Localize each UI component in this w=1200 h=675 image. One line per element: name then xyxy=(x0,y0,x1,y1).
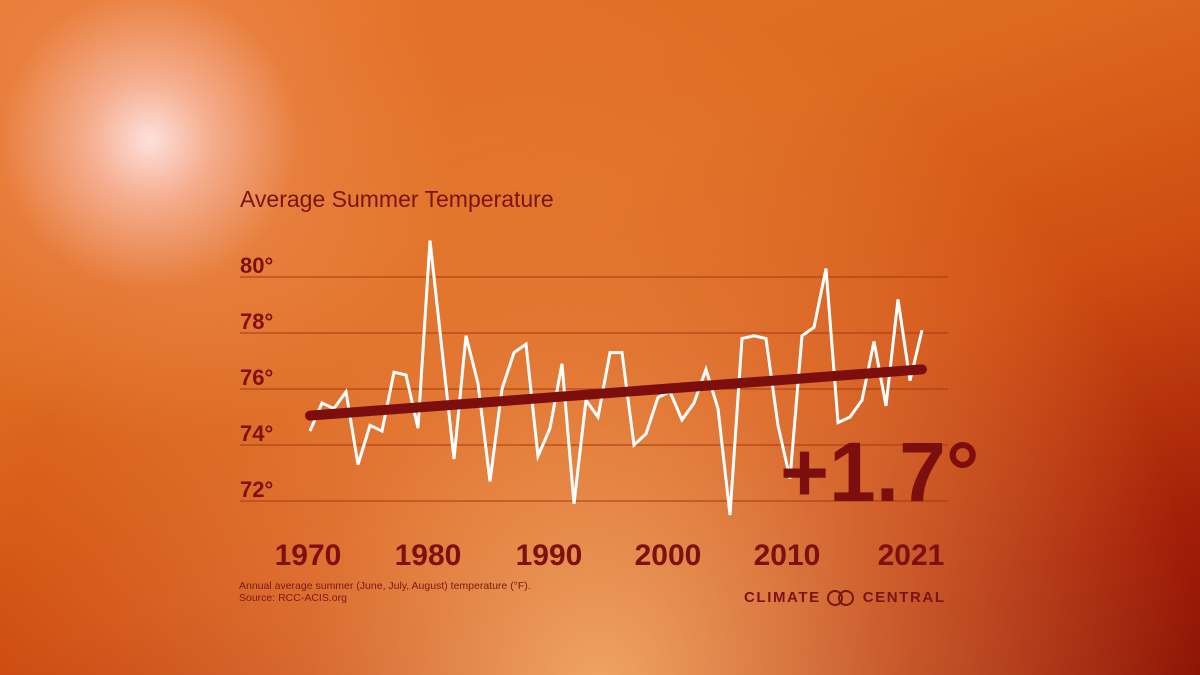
y-tick-label: 78° xyxy=(240,309,273,334)
y-tick-label: 74° xyxy=(240,421,273,446)
x-tick-label: 1970 xyxy=(275,539,342,572)
delta-annotation: +1.7° xyxy=(780,425,979,519)
footnote: Annual average summer (June, July, Augus… xyxy=(239,580,531,604)
x-tick-label: 1980 xyxy=(395,539,462,572)
footnote-source: Source: RCC-ACIS.org xyxy=(239,592,347,604)
x-tick-label: 2000 xyxy=(635,539,702,572)
chart-title: Average Summer Temperature xyxy=(240,186,554,212)
climate-central-logo: CLIMATE CENTRAL xyxy=(744,589,946,606)
footnote-description: Annual average summer (June, July, Augus… xyxy=(239,580,531,592)
x-tick-label: 2021 xyxy=(878,539,945,572)
temperature-line xyxy=(308,240,924,516)
y-tick-label: 72° xyxy=(240,477,273,502)
trend-line xyxy=(305,364,927,421)
y-tick-label: 76° xyxy=(240,365,273,390)
y-tick-label: 80° xyxy=(240,253,273,278)
logo-text-left: CLIMATE xyxy=(744,589,821,606)
logo-rings-icon xyxy=(826,589,857,606)
logo-text-right: CENTRAL xyxy=(862,589,946,606)
x-tick-label: 1990 xyxy=(516,539,583,572)
x-tick-label: 2010 xyxy=(754,539,821,572)
